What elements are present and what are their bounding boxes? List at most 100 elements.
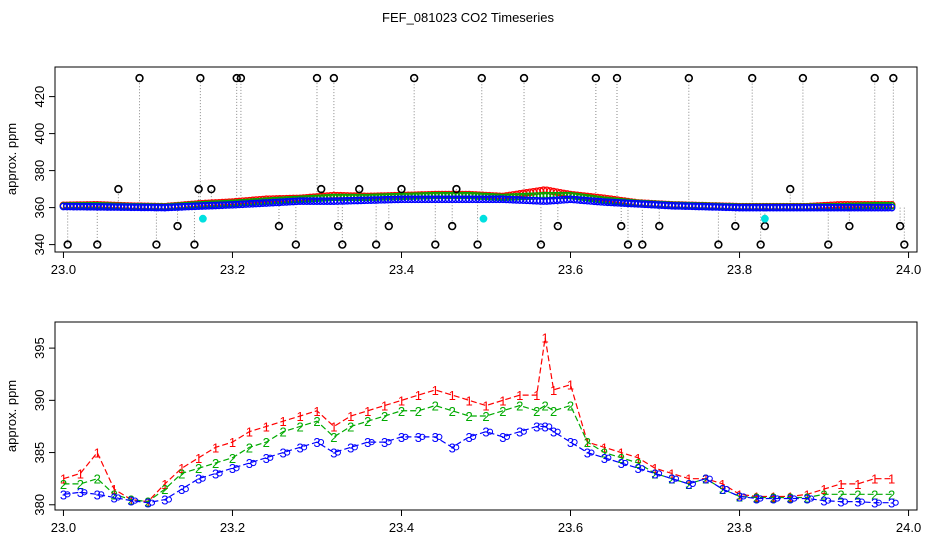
series-1-label: 1 [651, 461, 658, 476]
series-3-point [317, 439, 325, 446]
series-2-label: 2 [449, 404, 456, 419]
series-3-point [199, 475, 206, 482]
series-3-point [503, 433, 511, 440]
series-1-label: 1 [888, 472, 895, 487]
x-tick-label: 23.6 [558, 262, 583, 277]
spike-point [317, 184, 326, 194]
series-2-label: 2 [533, 404, 540, 419]
series-3-point [131, 497, 139, 504]
series-3-label: 3 [144, 496, 151, 511]
series-2-label: 2 [229, 451, 236, 466]
series-3-label: 3 [246, 456, 253, 471]
series-1-label: 1 [398, 393, 405, 408]
series-1-label: 1 [542, 331, 549, 346]
series-2-label: 2 [820, 487, 827, 502]
series-2-label: 2 [516, 399, 523, 414]
series-1-label: 1 [516, 388, 523, 403]
series-2-label: 2 [195, 461, 202, 476]
spike-point [756, 240, 765, 249]
series-2-label: 2 [212, 456, 219, 471]
series-2-label: 2 [567, 399, 574, 414]
series-2-label: 2 [888, 487, 895, 502]
series-3-label: 3 [364, 435, 371, 450]
spike-point [477, 73, 486, 83]
series-3-point [841, 498, 849, 505]
series-3-point [824, 497, 832, 504]
series-2-label: 2 [246, 440, 253, 455]
series-2-label: 2 [753, 490, 760, 505]
series-2-label: 2 [787, 490, 794, 505]
series-2-label: 2 [296, 419, 303, 434]
series-3-point [385, 439, 392, 446]
series-3-point [182, 486, 189, 493]
series-3-point [165, 496, 172, 503]
spike-point [786, 184, 795, 194]
series-2-label: 2 [668, 472, 675, 487]
series-2-label: 2 [313, 414, 320, 429]
series-2-label: 2 [398, 404, 405, 419]
series-2-label: 2 [618, 451, 625, 466]
spike-point [236, 73, 246, 83]
series-3-label: 3 [313, 435, 320, 450]
series-2-label: 2 [702, 472, 709, 487]
x-tick-label: 23.2 [220, 520, 245, 535]
series-2-label: 2 [111, 487, 118, 502]
spike-point [152, 240, 161, 249]
series-3-point [81, 489, 88, 496]
series-3-label: 3 [94, 487, 101, 502]
series-2-label: 2 [601, 446, 608, 461]
series-3-point [723, 486, 730, 493]
series-2-label: 2 [584, 435, 591, 450]
spike-point [194, 184, 203, 194]
series-1-label: 1 [111, 482, 118, 497]
x-tick-label: 23.0 [51, 520, 76, 535]
series-3-label: 3 [263, 451, 270, 466]
series-2-label: 2 [263, 435, 270, 450]
series-1-label: 1 [229, 435, 236, 450]
spike-point [196, 73, 205, 83]
series-1-label: 1 [60, 472, 67, 487]
series-3-label: 3 [60, 487, 67, 502]
x-tick-label: 23.4 [389, 520, 414, 535]
series-3-point [233, 465, 240, 472]
series-3-point [98, 491, 105, 498]
top-axis-ticks: 23.0 23.2 23.4 23.6 23.8 24.0 340 360 380 400 420 [32, 86, 921, 277]
spike-point [207, 184, 216, 194]
spike-point [889, 73, 898, 83]
series-2-label: 2 [465, 409, 472, 424]
series-1-label: 1 [330, 419, 337, 434]
spike-point [338, 240, 347, 249]
spike-point [114, 184, 123, 194]
series-3-point [672, 475, 680, 482]
series-1-label: 1 [178, 461, 185, 476]
series-3-label: 3 [685, 477, 692, 492]
spike-point [447, 221, 457, 231]
series-1-label: 1 [449, 388, 456, 403]
series-3-point [419, 433, 426, 440]
spike-point [135, 73, 144, 83]
series-3-point [267, 454, 274, 461]
series-3-point [453, 444, 460, 451]
series-2-label: 2 [635, 456, 642, 471]
series-3-label: 3 [736, 489, 743, 504]
series-3-point [486, 428, 494, 435]
series-2-label: 2 [415, 404, 422, 419]
series-3-label: 3 [415, 430, 422, 445]
series-1-line [63, 337, 892, 503]
y-tick-label: 420 [32, 86, 47, 108]
spike-point [63, 240, 72, 249]
spike-point [617, 221, 626, 231]
spike-point [329, 73, 339, 83]
series-1-label: 1 [804, 487, 811, 502]
series-3-point [537, 423, 544, 430]
series-3-label: 3 [871, 496, 878, 511]
series-3-label: 3 [550, 425, 557, 440]
spike-point [731, 221, 740, 231]
series-3-label: 3 [296, 440, 303, 455]
y-tick-label: 340 [32, 234, 47, 256]
spike-point [638, 240, 647, 249]
series-3-label: 3 [347, 440, 354, 455]
series-3-label: 3 [482, 425, 489, 440]
